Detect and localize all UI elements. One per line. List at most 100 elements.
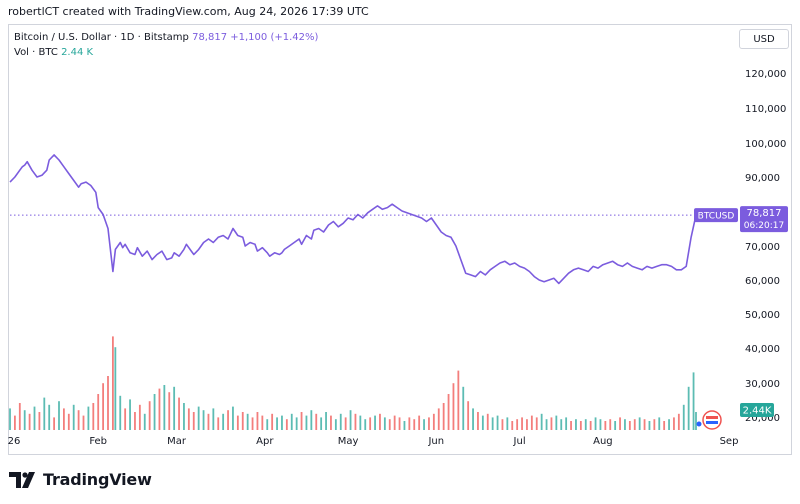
- volume-bar: [212, 408, 215, 430]
- volume-bar: [599, 419, 602, 430]
- volume-bar: [501, 419, 504, 430]
- volume-bar: [14, 415, 16, 430]
- volume-bar: [364, 419, 367, 430]
- volume-bar: [92, 403, 95, 430]
- volume-bar: [53, 417, 55, 430]
- volume-bar: [663, 421, 666, 430]
- volume-bar: [43, 397, 46, 430]
- volume-bar: [633, 419, 636, 430]
- y-axis-tick-label: 50,000: [745, 310, 780, 321]
- volume-bar: [9, 408, 11, 430]
- volume-bar: [330, 415, 332, 430]
- volume-bar: [134, 412, 136, 430]
- volume-bar: [129, 399, 131, 430]
- volume-bar: [349, 410, 352, 430]
- volume-bar: [442, 403, 445, 430]
- volume-bar: [119, 395, 122, 430]
- price-tag-countdown: 06:20:17: [744, 221, 784, 231]
- event-flag-stripe: [706, 421, 718, 424]
- volume-bar: [428, 417, 430, 430]
- volume-bar: [168, 392, 171, 430]
- volume-bar: [383, 417, 386, 430]
- volume-bar: [653, 419, 656, 430]
- volume-bar: [673, 417, 675, 430]
- volume-bar: [183, 403, 185, 430]
- volume-bar: [158, 388, 161, 430]
- volume-bar: [114, 347, 117, 430]
- tradingview-brand: TradingView: [43, 470, 152, 489]
- y-axis-tick-label: 40,000: [745, 344, 780, 355]
- volume-bar: [276, 417, 278, 430]
- currency-button[interactable]: USD: [739, 29, 789, 49]
- y-axis-tick-label: 30,000: [745, 379, 780, 390]
- x-axis-tick-label: 26: [8, 436, 21, 447]
- volume-bar: [413, 419, 416, 430]
- legend-change: +1,100 (+1.42%): [230, 32, 319, 43]
- y-axis-tick-label: 110,000: [745, 104, 786, 115]
- volume-bar: [584, 419, 587, 430]
- volume-bar: [403, 421, 406, 430]
- volume-bar: [687, 386, 690, 430]
- volume-bar: [648, 421, 651, 430]
- volume-bar: [379, 413, 381, 430]
- volume-bar: [344, 417, 347, 430]
- legend-volume-label: Vol · BTC: [14, 47, 58, 58]
- volume-bar: [222, 413, 225, 430]
- volume-bar: [677, 413, 680, 430]
- volume-bar: [398, 417, 401, 430]
- volume-bar: [408, 417, 411, 430]
- price-tag-value: 78,817: [747, 208, 782, 219]
- volume-bar: [251, 417, 254, 430]
- volume-bar: [143, 413, 146, 430]
- volume-bar: [207, 413, 210, 430]
- price-tag-bg: [740, 206, 788, 233]
- volume-bar: [682, 404, 685, 430]
- volume-bar: [589, 421, 592, 430]
- volume-bar: [227, 410, 229, 430]
- volume-bar: [72, 404, 75, 430]
- volume-bar: [173, 386, 176, 430]
- x-axis-tick-label: Jul: [513, 436, 526, 447]
- volume-bar: [594, 417, 597, 430]
- legend-volume-row: Vol · BTC 2.44 K: [14, 45, 318, 60]
- y-axis-tick-label: 120,000: [745, 69, 786, 80]
- x-axis-tick-label: Mar: [167, 436, 187, 447]
- volume-bar: [23, 410, 26, 430]
- event-flag-stripe: [706, 416, 718, 419]
- volume-bar: [521, 417, 523, 430]
- volume-bar: [320, 417, 323, 430]
- x-axis-tick-label: May: [338, 436, 359, 447]
- volume-bar: [48, 404, 51, 430]
- volume-bar: [432, 413, 435, 430]
- volume-bar: [58, 401, 60, 430]
- volume-bar: [638, 417, 641, 430]
- volume-bar: [643, 419, 646, 430]
- volume-bar: [290, 413, 293, 430]
- volume-bar: [535, 417, 538, 430]
- volume-bar: [256, 412, 259, 430]
- volume-bar: [668, 419, 670, 430]
- volume-bar: [67, 413, 70, 430]
- volume-bar: [334, 419, 337, 430]
- volume-bar: [77, 410, 80, 430]
- volume-bar: [359, 415, 362, 430]
- legend-volume-value: 2.44 K: [61, 47, 94, 58]
- legend-symbol-row: Bitcoin / U.S. Dollar · 1D · Bitstamp 78…: [14, 30, 318, 45]
- volume-bar: [481, 415, 484, 430]
- event-flag-icon: [702, 410, 722, 430]
- volume-bar: [148, 401, 151, 430]
- volume-bar: [619, 417, 621, 430]
- volume-bar: [628, 421, 631, 430]
- volume-bar: [457, 370, 460, 430]
- volume-bar: [526, 419, 528, 430]
- tradingview-logo[interactable]: TradingView: [9, 470, 152, 489]
- volume-bar: [614, 421, 617, 430]
- volume-bar: [423, 419, 425, 430]
- volume-tag-bg: [740, 403, 774, 417]
- x-axis-tick-label: Jun: [427, 436, 444, 447]
- volume-bar: [305, 415, 308, 430]
- volume-bar: [112, 336, 114, 430]
- volume-bar: [163, 385, 166, 430]
- volume-bar: [496, 415, 499, 430]
